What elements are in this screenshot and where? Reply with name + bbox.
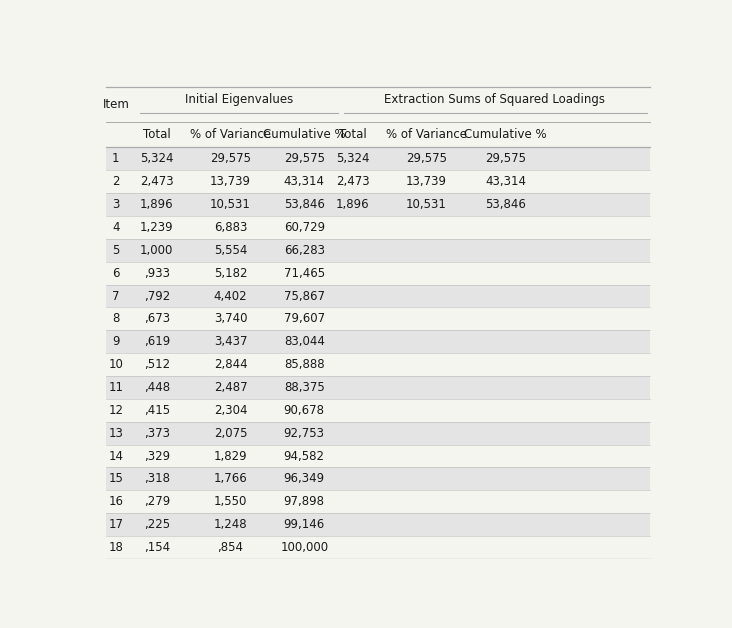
Text: 8: 8 xyxy=(112,312,119,325)
Text: 1,896: 1,896 xyxy=(336,198,369,211)
Text: 9: 9 xyxy=(112,335,119,349)
Text: 1,239: 1,239 xyxy=(140,221,173,234)
Text: 88,375: 88,375 xyxy=(284,381,324,394)
Text: 96,349: 96,349 xyxy=(284,472,325,485)
Text: 11: 11 xyxy=(108,381,124,394)
Text: 1,000: 1,000 xyxy=(140,244,173,257)
Text: 15: 15 xyxy=(108,472,123,485)
Text: 12: 12 xyxy=(108,404,124,417)
Text: Extraction Sums of Squared Loadings: Extraction Sums of Squared Loadings xyxy=(384,93,605,106)
Text: 29,575: 29,575 xyxy=(284,153,325,165)
Text: 71,465: 71,465 xyxy=(284,267,325,279)
Text: 3: 3 xyxy=(112,198,119,211)
Bar xyxy=(105,239,650,262)
Text: ,225: ,225 xyxy=(143,518,170,531)
Text: 29,575: 29,575 xyxy=(485,153,526,165)
Text: 2,844: 2,844 xyxy=(214,358,247,371)
Text: ,933: ,933 xyxy=(143,267,170,279)
Text: 60,729: 60,729 xyxy=(284,221,325,234)
Text: 75,867: 75,867 xyxy=(284,290,325,303)
Text: % of Variance: % of Variance xyxy=(386,128,467,141)
Text: 2,075: 2,075 xyxy=(214,426,247,440)
Text: ,318: ,318 xyxy=(143,472,170,485)
Text: ,512: ,512 xyxy=(143,358,170,371)
Text: 10: 10 xyxy=(108,358,123,371)
Bar xyxy=(105,376,650,399)
Text: 1,896: 1,896 xyxy=(140,198,173,211)
Text: 5,554: 5,554 xyxy=(214,244,247,257)
Text: 4: 4 xyxy=(112,221,119,234)
Text: 2,473: 2,473 xyxy=(336,175,369,188)
Text: Cumulative %: Cumulative % xyxy=(263,128,346,141)
Text: ,154: ,154 xyxy=(143,541,170,554)
Text: 13: 13 xyxy=(108,426,123,440)
Text: 17: 17 xyxy=(108,518,124,531)
Text: 5,324: 5,324 xyxy=(336,153,369,165)
Text: 13,739: 13,739 xyxy=(406,175,447,188)
Text: ,448: ,448 xyxy=(143,381,170,394)
Text: 1,829: 1,829 xyxy=(214,450,247,463)
Text: 13,739: 13,739 xyxy=(210,175,251,188)
Text: 99,146: 99,146 xyxy=(283,518,325,531)
Text: ,619: ,619 xyxy=(143,335,170,349)
Text: 83,044: 83,044 xyxy=(284,335,325,349)
Text: Total: Total xyxy=(339,128,366,141)
Text: 14: 14 xyxy=(108,450,124,463)
Bar xyxy=(105,330,650,353)
Text: 97,898: 97,898 xyxy=(284,495,325,508)
Text: 5,182: 5,182 xyxy=(214,267,247,279)
Text: 100,000: 100,000 xyxy=(280,541,328,554)
Bar xyxy=(105,193,650,216)
Text: Initial Eigenvalues: Initial Eigenvalues xyxy=(185,93,293,106)
Text: 6,883: 6,883 xyxy=(214,221,247,234)
Text: 2,487: 2,487 xyxy=(214,381,247,394)
Text: 2,473: 2,473 xyxy=(140,175,173,188)
Text: 2,304: 2,304 xyxy=(214,404,247,417)
Text: 3,740: 3,740 xyxy=(214,312,247,325)
Text: 92,753: 92,753 xyxy=(284,426,325,440)
Text: ,854: ,854 xyxy=(217,541,244,554)
Text: 66,283: 66,283 xyxy=(284,244,325,257)
Text: % of Variance: % of Variance xyxy=(190,128,271,141)
Bar xyxy=(105,513,650,536)
Text: 1,766: 1,766 xyxy=(214,472,247,485)
Text: 18: 18 xyxy=(108,541,123,554)
Text: 79,607: 79,607 xyxy=(284,312,325,325)
Bar xyxy=(105,148,650,170)
Bar xyxy=(105,467,650,490)
Text: Item: Item xyxy=(102,99,130,111)
Text: 3,437: 3,437 xyxy=(214,335,247,349)
Text: 90,678: 90,678 xyxy=(284,404,325,417)
Text: 29,575: 29,575 xyxy=(406,153,447,165)
Text: 2: 2 xyxy=(112,175,119,188)
Text: 5,324: 5,324 xyxy=(140,153,173,165)
Bar xyxy=(105,422,650,445)
Text: 43,314: 43,314 xyxy=(284,175,325,188)
Text: 53,846: 53,846 xyxy=(284,198,325,211)
Text: 53,846: 53,846 xyxy=(485,198,526,211)
Text: 4,402: 4,402 xyxy=(214,290,247,303)
Text: Total: Total xyxy=(143,128,171,141)
Bar xyxy=(105,284,650,308)
Text: ,373: ,373 xyxy=(143,426,170,440)
Text: 1,550: 1,550 xyxy=(214,495,247,508)
Text: 10,531: 10,531 xyxy=(406,198,447,211)
Text: 1: 1 xyxy=(112,153,119,165)
Text: 10,531: 10,531 xyxy=(210,198,251,211)
Text: 1,248: 1,248 xyxy=(214,518,247,531)
Text: 85,888: 85,888 xyxy=(284,358,324,371)
Text: ,792: ,792 xyxy=(143,290,170,303)
Text: ,279: ,279 xyxy=(143,495,170,508)
Text: ,415: ,415 xyxy=(143,404,170,417)
Text: 6: 6 xyxy=(112,267,119,279)
Text: ,329: ,329 xyxy=(143,450,170,463)
Text: 5: 5 xyxy=(112,244,119,257)
Text: 7: 7 xyxy=(112,290,119,303)
Text: 94,582: 94,582 xyxy=(284,450,325,463)
Text: 43,314: 43,314 xyxy=(485,175,526,188)
Text: Cumulative %: Cumulative % xyxy=(464,128,547,141)
Text: 29,575: 29,575 xyxy=(210,153,251,165)
Text: 16: 16 xyxy=(108,495,124,508)
Text: ,673: ,673 xyxy=(143,312,170,325)
